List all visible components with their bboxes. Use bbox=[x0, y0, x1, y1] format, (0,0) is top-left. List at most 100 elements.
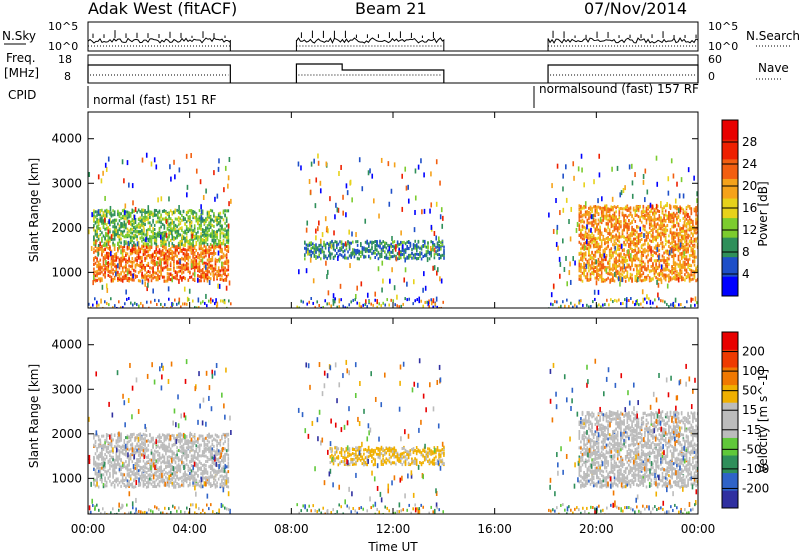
echo-cell bbox=[612, 279, 614, 282]
echo-cell bbox=[656, 258, 659, 262]
echo-cell bbox=[168, 216, 170, 220]
echo-cell bbox=[147, 253, 150, 257]
echo-cell bbox=[113, 210, 116, 214]
echo-cell bbox=[101, 236, 103, 240]
echo-cell bbox=[336, 246, 338, 249]
echo-cell bbox=[648, 214, 651, 217]
echo-cell bbox=[578, 215, 581, 219]
echo-cell bbox=[578, 266, 581, 270]
echo-cell bbox=[588, 236, 590, 240]
echo-cell bbox=[640, 266, 643, 270]
echo-cell bbox=[221, 216, 223, 220]
echo-cell bbox=[589, 239, 592, 243]
echo-cell bbox=[374, 248, 376, 251]
echo-cell bbox=[604, 204, 606, 208]
echo-cell bbox=[441, 241, 444, 245]
echo-cell bbox=[159, 260, 162, 266]
cpid-segment-2: normalsound (fast) 157 RF bbox=[539, 82, 699, 96]
echo-cell bbox=[209, 277, 212, 281]
echo-cell bbox=[594, 209, 597, 212]
echo-cell bbox=[647, 267, 649, 271]
echo-cell bbox=[664, 259, 667, 263]
echo-cell bbox=[682, 276, 685, 280]
echo-cell bbox=[620, 220, 622, 224]
echo-cell bbox=[618, 259, 621, 263]
echo-cell bbox=[139, 219, 142, 223]
echo-cell bbox=[626, 231, 629, 235]
echo-cell bbox=[436, 242, 439, 246]
echo-cell bbox=[371, 245, 373, 249]
echo-cell bbox=[98, 303, 100, 307]
echo-cell bbox=[147, 227, 150, 231]
echo-cell bbox=[115, 233, 118, 237]
echo-cell bbox=[218, 283, 221, 289]
echo-cell bbox=[139, 216, 142, 220]
echo-cell bbox=[96, 304, 98, 308]
echo-cell bbox=[208, 245, 210, 249]
echo-cell bbox=[655, 259, 657, 263]
echo-cell bbox=[150, 210, 153, 214]
echo-cell bbox=[692, 277, 694, 281]
echo-cell bbox=[653, 270, 656, 273]
echo-cell bbox=[620, 252, 622, 256]
echo-cell bbox=[682, 226, 685, 230]
echo-cell bbox=[117, 234, 119, 238]
echo-cell bbox=[628, 225, 630, 229]
echo-cell bbox=[142, 248, 145, 252]
echo-cell bbox=[629, 240, 632, 244]
echo-cell bbox=[623, 215, 625, 219]
echo-cell bbox=[134, 221, 137, 224]
echo-cell bbox=[645, 249, 648, 253]
echo-cell bbox=[584, 241, 587, 245]
echo-cell bbox=[400, 242, 402, 246]
echo-cell bbox=[604, 227, 606, 231]
echo-cell bbox=[607, 232, 609, 235]
echo-cell bbox=[436, 270, 438, 276]
echo-cell bbox=[639, 267, 641, 271]
echo-cell bbox=[677, 264, 680, 268]
echo-cell bbox=[325, 260, 327, 266]
echo-cell bbox=[586, 278, 589, 281]
echo-cell bbox=[644, 239, 646, 243]
echo-cell bbox=[428, 257, 431, 261]
echo-cell bbox=[613, 205, 616, 209]
echo-cell bbox=[437, 267, 439, 273]
echo-cell bbox=[129, 252, 132, 255]
echo-cell bbox=[356, 285, 358, 291]
echo-cell bbox=[628, 236, 630, 240]
echo-cell bbox=[663, 276, 665, 280]
echo-cell bbox=[179, 217, 182, 221]
echo-cell bbox=[384, 243, 386, 247]
echo-cell bbox=[209, 297, 212, 303]
echo-cell bbox=[92, 280, 94, 286]
echo-cell bbox=[166, 279, 169, 283]
echo-cell bbox=[177, 265, 180, 269]
echo-cell bbox=[205, 254, 207, 258]
echo-cell bbox=[631, 257, 633, 261]
echo-cell bbox=[422, 255, 424, 258]
echo-cell bbox=[161, 222, 164, 226]
echo-cell bbox=[97, 262, 100, 266]
echo-cell bbox=[316, 300, 319, 304]
echo-cell bbox=[217, 217, 220, 221]
echo-cell bbox=[193, 253, 196, 257]
echo-cell bbox=[607, 240, 609, 244]
echo-cell bbox=[583, 270, 585, 274]
echo-cell bbox=[211, 218, 214, 222]
echo-cell bbox=[642, 207, 645, 211]
echo-cell bbox=[395, 244, 397, 250]
echo-cell bbox=[187, 262, 190, 266]
echo-cell bbox=[680, 263, 683, 267]
echo-cell bbox=[640, 231, 643, 235]
echo-cell bbox=[99, 265, 102, 269]
echo-cell bbox=[589, 236, 592, 240]
echo-cell bbox=[591, 222, 593, 226]
echo-cell bbox=[179, 210, 182, 214]
echo-cell bbox=[650, 216, 653, 220]
echo-cell bbox=[644, 265, 646, 269]
echo-cell bbox=[138, 304, 140, 308]
echo-cell bbox=[376, 253, 378, 257]
echo-cell bbox=[626, 239, 629, 243]
echo-cell bbox=[110, 259, 113, 263]
echo-cell bbox=[160, 270, 162, 274]
